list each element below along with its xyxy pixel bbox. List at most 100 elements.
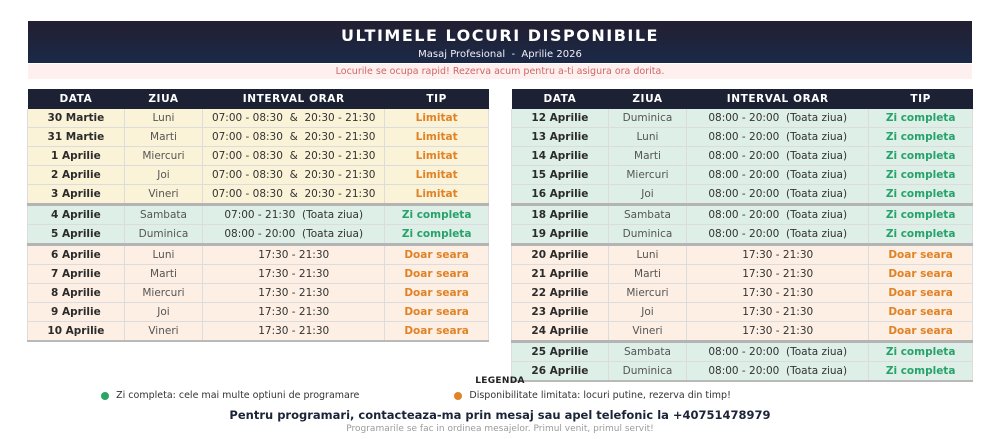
- cell-date: 18 Aprilie: [511, 203, 609, 225]
- column-header: DATA: [27, 89, 125, 109]
- cell-interval: 07:00 - 21:30 (Toata ziua): [202, 203, 386, 225]
- cell-date: 4 Aprilie: [27, 203, 125, 225]
- cell-tip: Doar seara: [384, 321, 489, 341]
- cell-day: Luni: [607, 127, 688, 147]
- cell-tip: Zi completa: [384, 224, 489, 245]
- cell-interval: 08:00 - 20:00 (Toata ziua): [686, 361, 870, 381]
- cell-tip: Doar seara: [384, 264, 489, 284]
- cell-tip: Doar seara: [868, 283, 973, 303]
- cell-interval: 08:00 - 20:00 (Toata ziua): [202, 224, 386, 245]
- cell-tip: Doar seara: [384, 283, 489, 303]
- cell-tip: Zi completa: [868, 340, 973, 362]
- cell-date: 7 Aprilie: [27, 264, 125, 284]
- cell-date: 8 Aprilie: [27, 283, 125, 303]
- cell-tip: Limitat: [384, 184, 489, 205]
- column-header: TIP: [384, 89, 489, 109]
- cell-day: Joi: [123, 302, 204, 322]
- cell-interval: 17:30 - 21:30: [686, 321, 870, 342]
- cell-tip: Limitat: [384, 146, 489, 166]
- cell-tip: Doar seara: [868, 321, 973, 342]
- legend-items: Zi completa: cele mai multe optiuni de p…: [0, 390, 916, 401]
- legend-label: Disponibilitate limitata: locuri putine,…: [469, 390, 731, 401]
- cell-interval: 08:00 - 20:00 (Toata ziua): [686, 340, 870, 362]
- cell-day: Joi: [607, 302, 688, 322]
- table-row: 20 Aprilie Luni 17:30 - 21:30 Doar seara: [511, 243, 973, 265]
- table-row: 8 Aprilie Miercuri 17:30 - 21:30 Doar seara: [27, 283, 489, 303]
- cell-tip: Doar seara: [868, 264, 973, 284]
- cell-date: 1 Aprilie: [27, 146, 125, 166]
- cell-date: 26 Aprilie: [511, 361, 609, 381]
- cell-tip: Limitat: [384, 165, 489, 185]
- table-header-left: DATA ZIUA INTERVAL ORAR TIP: [27, 89, 489, 109]
- table-row: 15 Aprilie Miercuri 08:00 - 20:00 (Toata z…: [511, 165, 973, 185]
- cell-day: Duminica: [607, 224, 688, 245]
- cell-tip: Zi completa: [384, 203, 489, 225]
- table-row: 14 Aprilie Marti 08:00 - 20:00 (Toata ziua…: [511, 146, 973, 166]
- cell-date: 30 Martie: [27, 109, 125, 128]
- cell-day: Joi: [123, 165, 204, 185]
- cell-tip: Doar seara: [384, 302, 489, 322]
- table-row: 12 Aprilie Duminica 08:00 - 20:00 (Toata z…: [511, 109, 973, 128]
- legend: LEGENDA Zi completa: cele mai multe opti…: [0, 376, 1000, 401]
- cell-day: Miercuri: [607, 283, 688, 303]
- table-row: 30 Martie Luni 07:00 - 08:30 & 20:30 - 21:…: [27, 109, 489, 128]
- header-banner: ULTIMELE LOCURI DISPONIBILE Masaj Profes…: [28, 21, 972, 63]
- cell-tip: Zi completa: [868, 184, 973, 205]
- cell-interval: 08:00 - 20:00 (Toata ziua): [686, 184, 870, 205]
- table-row: 10 Aprilie Vineri 17:30 - 21:30 Doar seara: [27, 321, 489, 341]
- table-row: 22 Aprilie Miercuri 17:30 - 21:30 Doar sear…: [511, 283, 973, 303]
- legend-item: Disponibilitate limitata: locuri putine,…: [454, 390, 731, 401]
- cell-interval: 08:00 - 20:00 (Toata ziua): [686, 127, 870, 147]
- cell-tip: Zi completa: [868, 127, 973, 147]
- table-row: 24 Aprilie Vineri 17:30 - 21:30 Doar seara: [511, 321, 973, 342]
- table-row: 21 Aprilie Marti 17:30 - 21:30 Doar seara: [511, 264, 973, 284]
- table-row: 7 Aprilie Marti 17:30 - 21:30 Doar seara: [27, 264, 489, 284]
- cell-date: 16 Aprilie: [511, 184, 609, 205]
- cell-day: Vineri: [123, 184, 204, 205]
- table-row: 2 Aprilie Joi 07:00 - 08:30 & 20:30 - 21:3…: [27, 165, 489, 185]
- legend-label: Zi completa: cele mai multe optiuni de p…: [116, 390, 360, 401]
- cell-interval: 08:00 - 20:00 (Toata ziua): [686, 165, 870, 185]
- table-row: 6 Aprilie Luni 17:30 - 21:30 Doar seara: [27, 243, 489, 265]
- cell-day: Duminica: [607, 109, 688, 128]
- legend-item: Zi completa: cele mai multe optiuni de p…: [101, 390, 359, 401]
- cell-date: 15 Aprilie: [511, 165, 609, 185]
- cell-day: Luni: [123, 243, 204, 265]
- note-line: Programarile se fac in ordinea mesajelor…: [346, 424, 654, 434]
- cell-interval: 17:30 - 21:30: [686, 302, 870, 322]
- cell-date: 10 Aprilie: [27, 321, 125, 341]
- cell-interval: 08:00 - 20:00 (Toata ziua): [686, 224, 870, 245]
- table-row: 31 Martie Marti 07:00 - 08:30 & 20:30 - 21…: [27, 127, 489, 147]
- cell-interval: 07:00 - 08:30 & 20:30 - 21:30: [202, 184, 386, 205]
- alert-text: Locurile se ocupa rapid! Rezerva acum pe…: [335, 66, 665, 77]
- table-row: 18 Aprilie Sambata 08:00 - 20:00 (Toata zi…: [511, 203, 973, 225]
- cell-day: Miercuri: [123, 283, 204, 303]
- cell-interval: 17:30 - 21:30: [202, 243, 386, 265]
- table-row: 9 Aprilie Joi 17:30 - 21:30 Doar seara: [27, 302, 489, 322]
- cell-interval: 17:30 - 21:30: [202, 321, 386, 341]
- cell-date: 12 Aprilie: [511, 109, 609, 128]
- cell-tip: Zi completa: [868, 361, 973, 381]
- schedule-table-right: DATA ZIUA INTERVAL ORAR TIP 12 Aprilie Dumin…: [511, 89, 973, 382]
- page-subtitle: Masaj Profesional - Aprilie 2026: [418, 49, 582, 60]
- table-row: 16 Aprilie Joi 08:00 - 20:00 (Toata ziua) Z…: [511, 184, 973, 205]
- cell-interval: 17:30 - 21:30: [686, 243, 870, 265]
- column-header: DATA: [511, 89, 609, 109]
- table-row: 26 Aprilie Duminica 08:00 - 20:00 (Toata z…: [511, 361, 973, 381]
- cell-date: 23 Aprilie: [511, 302, 609, 322]
- table-row: 25 Aprilie Sambata 08:00 - 20:00 (Toata zi…: [511, 340, 973, 362]
- table-row: 3 Aprilie Vineri 07:00 - 08:30 & 20:30 - 2…: [27, 184, 489, 205]
- table-row: 13 Aprilie Luni 08:00 - 20:00 (Toata ziua)…: [511, 127, 973, 147]
- cell-interval: 07:00 - 08:30 & 20:30 - 21:30: [202, 109, 386, 128]
- column-header: INTERVAL ORAR: [686, 89, 869, 109]
- table-row: 19 Aprilie Duminica 08:00 - 20:00 (Toata z…: [511, 224, 973, 245]
- cell-tip: Zi completa: [868, 224, 973, 245]
- table-row: 4 Aprilie Sambata 07:00 - 21:30 (Toata ziu…: [27, 203, 489, 225]
- cell-day: Sambata: [607, 340, 688, 362]
- legend-title: LEGENDA: [475, 376, 525, 386]
- cell-day: Vineri: [607, 321, 688, 342]
- cell-date: 25 Aprilie: [511, 340, 609, 362]
- cell-date: 21 Aprilie: [511, 264, 609, 284]
- cell-tip: Zi completa: [868, 203, 973, 225]
- column-header: ZIUA: [124, 89, 203, 109]
